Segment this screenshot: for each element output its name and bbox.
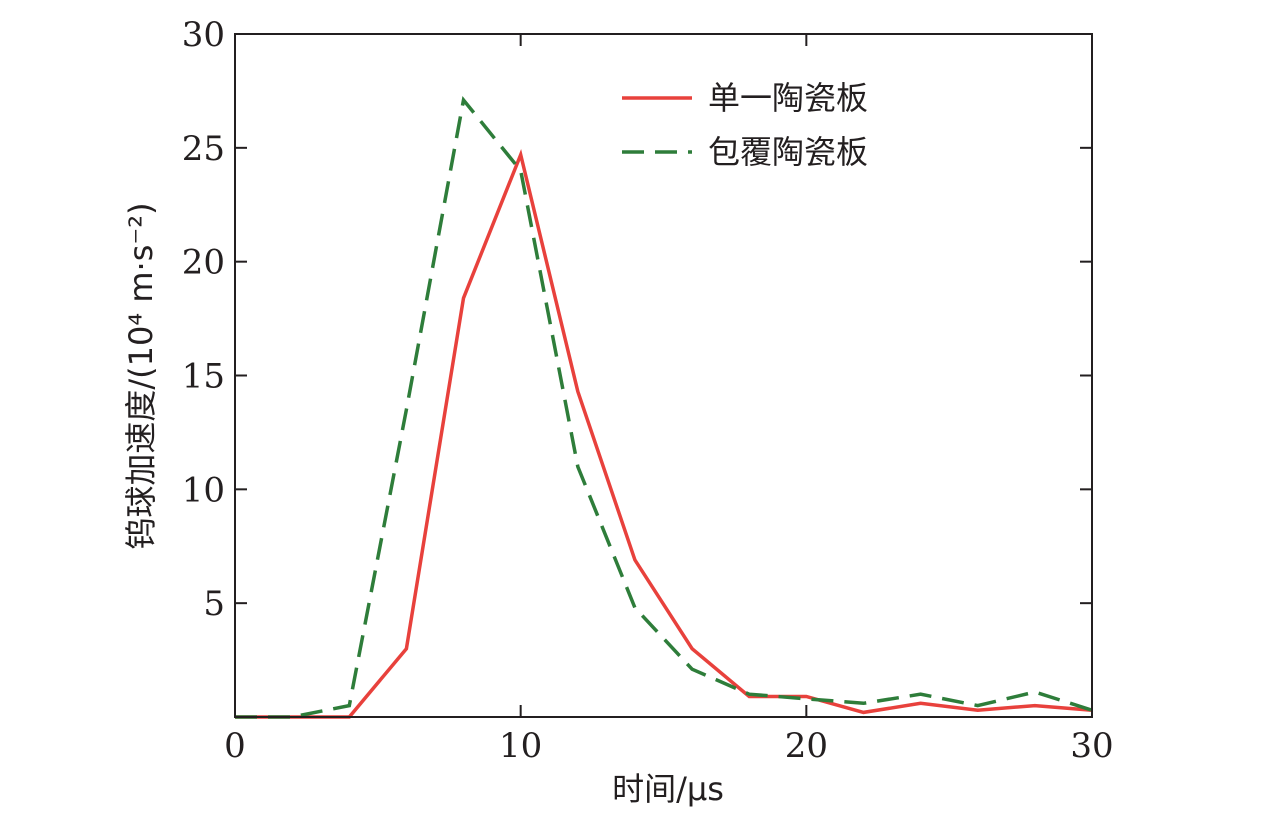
y-tick-label-20: 20 [182,243,225,283]
y-axis-title: 钨球加速度/(10⁴ m·s⁻²) [122,202,160,549]
x-tick-label-20: 20 [785,726,828,766]
x-tick-label-30: 30 [1070,726,1113,766]
plot-area [235,95,1093,719]
y-tick-label-30: 30 [182,15,225,55]
x-tick-label-0: 0 [224,726,246,766]
y-tick-label-15: 15 [182,357,225,397]
legend-label-0: 单一陶瓷板 [708,79,868,117]
series-line-0 [235,148,1093,719]
series-line-1 [235,95,1093,719]
x-tick-label-10: 10 [499,726,542,766]
y-tick-label-10: 10 [182,470,225,510]
plot-frame [234,33,1093,718]
legend-label-1: 包覆陶瓷板 [708,133,868,171]
y-tick-label-5: 5 [203,584,225,624]
axis-ticks: 0 10 20 30 5 10 15 20 25 30 [182,15,1114,766]
x-axis-title: 时间/μs [612,770,724,808]
y-tick-label-25: 25 [182,129,225,169]
